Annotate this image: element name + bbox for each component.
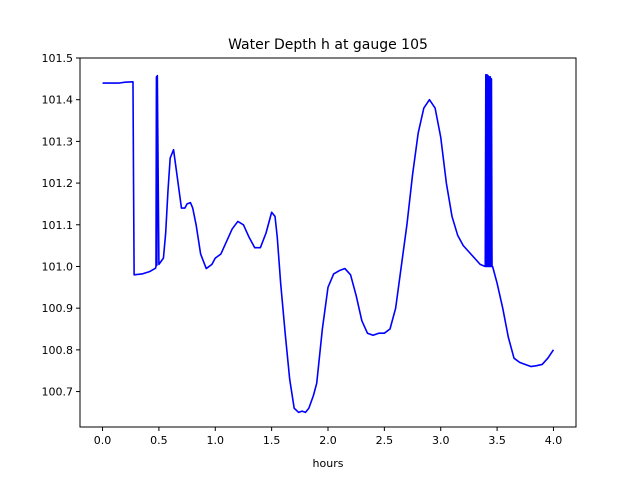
y-tick-label: 101.3 xyxy=(42,135,74,148)
y-tick-label: 100.7 xyxy=(42,386,74,399)
series-line-0 xyxy=(102,73,555,414)
x-tick-label: 2.0 xyxy=(319,434,337,447)
y-tick-label: 101.1 xyxy=(42,219,74,232)
x-tick-label: 1.0 xyxy=(207,434,225,447)
y-axis: 100.7 100.8 100.9 101.0 101.1 101.2 101.3 101.4… xyxy=(42,52,80,399)
x-tick-label: 4.0 xyxy=(545,434,563,447)
y-tick-label: 101.0 xyxy=(42,260,74,273)
x-tick-label: 3.5 xyxy=(488,434,506,447)
y-tick-label: 100.8 xyxy=(42,344,74,357)
y-tick-label: 101.5 xyxy=(42,52,74,65)
x-tick-label: 2.5 xyxy=(376,434,394,447)
y-tick-label: 101.2 xyxy=(42,177,74,190)
y-tick-label: 100.9 xyxy=(42,302,74,315)
x-axis-label: hours xyxy=(313,457,344,470)
x-tick-label: 0.5 xyxy=(150,434,168,447)
chart-title: Water Depth h at gauge 105 xyxy=(228,37,428,53)
x-axis: 0.0 0.5 1.0 1.5 2.0 2.5 3.0 3.5 4.0 xyxy=(94,427,562,447)
x-tick-label: 3.0 xyxy=(432,434,450,447)
x-tick-label: 0.0 xyxy=(94,434,112,447)
y-tick-label: 101.4 xyxy=(42,94,74,107)
x-tick-label: 1.5 xyxy=(263,434,281,447)
